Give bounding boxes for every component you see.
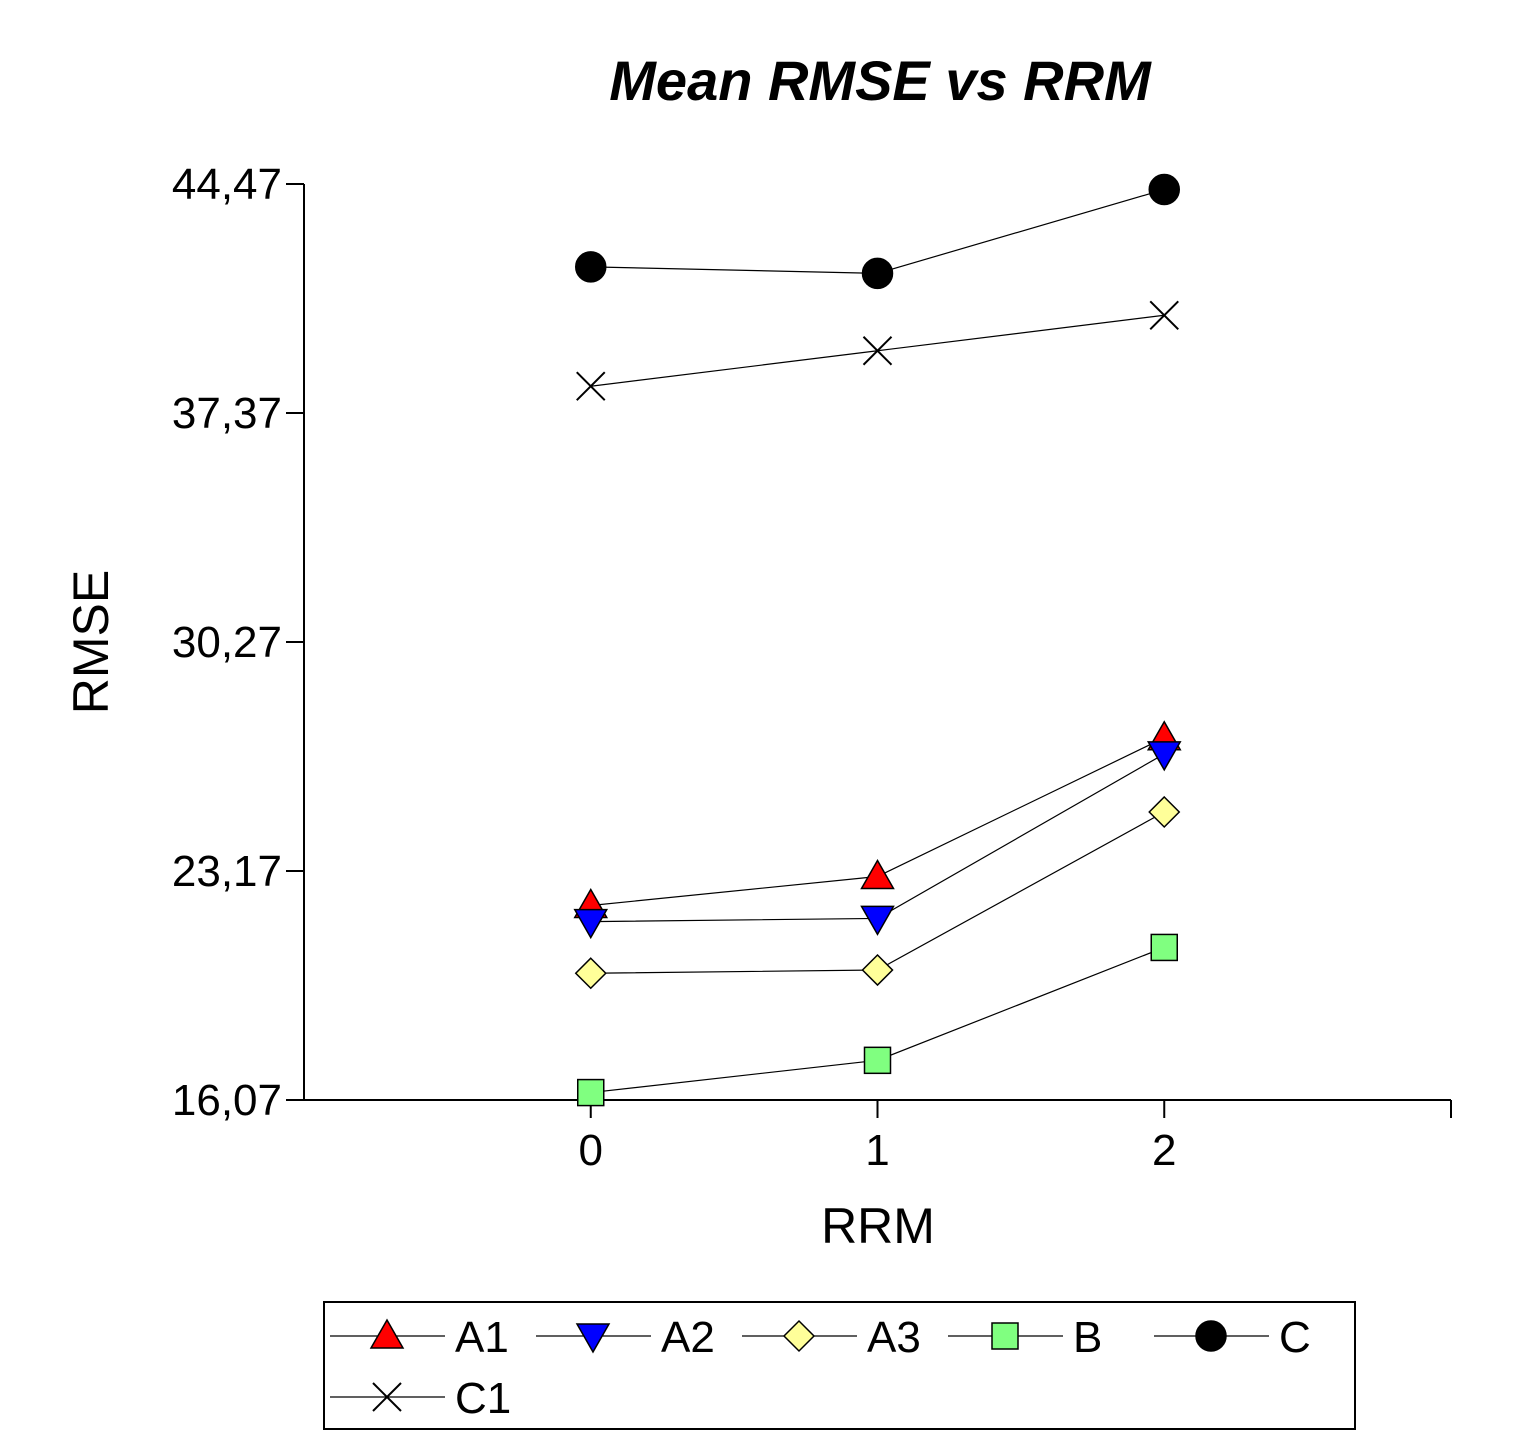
legend-marker-a2 <box>575 1323 611 1354</box>
series-layer <box>573 173 1182 1107</box>
legend-item-b: B <box>948 1313 1102 1362</box>
legend-label-c1: C1 <box>455 1374 511 1423</box>
point-a3 <box>1148 795 1181 829</box>
point-a3 <box>574 957 607 990</box>
y-tick-label: 30,27 <box>172 618 282 667</box>
legend-marker-a3 <box>782 1319 816 1353</box>
series-line-a3 <box>590 811 1165 974</box>
legend-item-a1: A1 <box>330 1313 509 1362</box>
point-c1 <box>1149 300 1179 330</box>
point-b <box>1150 933 1178 962</box>
y-tick-label: 44,47 <box>172 160 282 209</box>
legend-item-a2: A2 <box>536 1313 715 1362</box>
legend-item-a3: A3 <box>742 1313 921 1362</box>
point-a2 <box>1146 741 1182 772</box>
legend-label-a3: A3 <box>867 1313 921 1362</box>
point-c <box>861 257 894 290</box>
series-a2 <box>573 741 1182 940</box>
chart-title: Mean RMSE vs RRM <box>609 49 1152 112</box>
x-axis-label: RRM <box>821 1198 935 1254</box>
legend-marker-a1 <box>369 1318 405 1349</box>
legend-label-c: C <box>1279 1313 1311 1362</box>
legend-marker-c <box>1195 1320 1227 1352</box>
legend-box <box>323 1301 1356 1430</box>
y-axis-label: RMSE <box>63 570 119 714</box>
point-a2 <box>860 905 895 936</box>
legend: A1 A2 A3 B C C1 <box>323 1301 1356 1430</box>
series-a1 <box>573 720 1182 919</box>
x-tick-label: 0 <box>579 1126 603 1175</box>
x-tick-label: 2 <box>1152 1126 1176 1175</box>
point-c1 <box>576 371 606 401</box>
series-b <box>577 933 1178 1107</box>
x-tick-label: 1 <box>865 1126 889 1175</box>
point-c <box>1148 173 1180 206</box>
legend-label-b: B <box>1073 1313 1102 1362</box>
legend-label-a1: A1 <box>455 1313 509 1362</box>
point-a2 <box>573 908 609 940</box>
axes: 16,07 23,17 30,27 37,37 44,47 0 1 2 <box>172 160 1452 1175</box>
legend-item-c1: C1 <box>330 1374 511 1423</box>
y-tick-label: 16,07 <box>172 1076 282 1125</box>
series-a3 <box>574 795 1181 990</box>
y-tick-label: 37,37 <box>172 389 282 438</box>
point-b <box>863 1046 892 1075</box>
legend-item-c: C <box>1154 1313 1311 1362</box>
series-c1 <box>576 300 1179 401</box>
legend-marker-c1 <box>372 1382 402 1412</box>
legend-marker-b <box>991 1322 1019 1350</box>
legend-label-a2: A2 <box>661 1313 715 1362</box>
series-c <box>575 173 1180 290</box>
point-a1 <box>860 858 895 890</box>
y-tick-label: 23,17 <box>172 847 282 896</box>
point-c <box>575 251 607 283</box>
point-a3 <box>861 953 894 987</box>
point-c1 <box>862 336 893 366</box>
point-b <box>577 1078 605 1107</box>
